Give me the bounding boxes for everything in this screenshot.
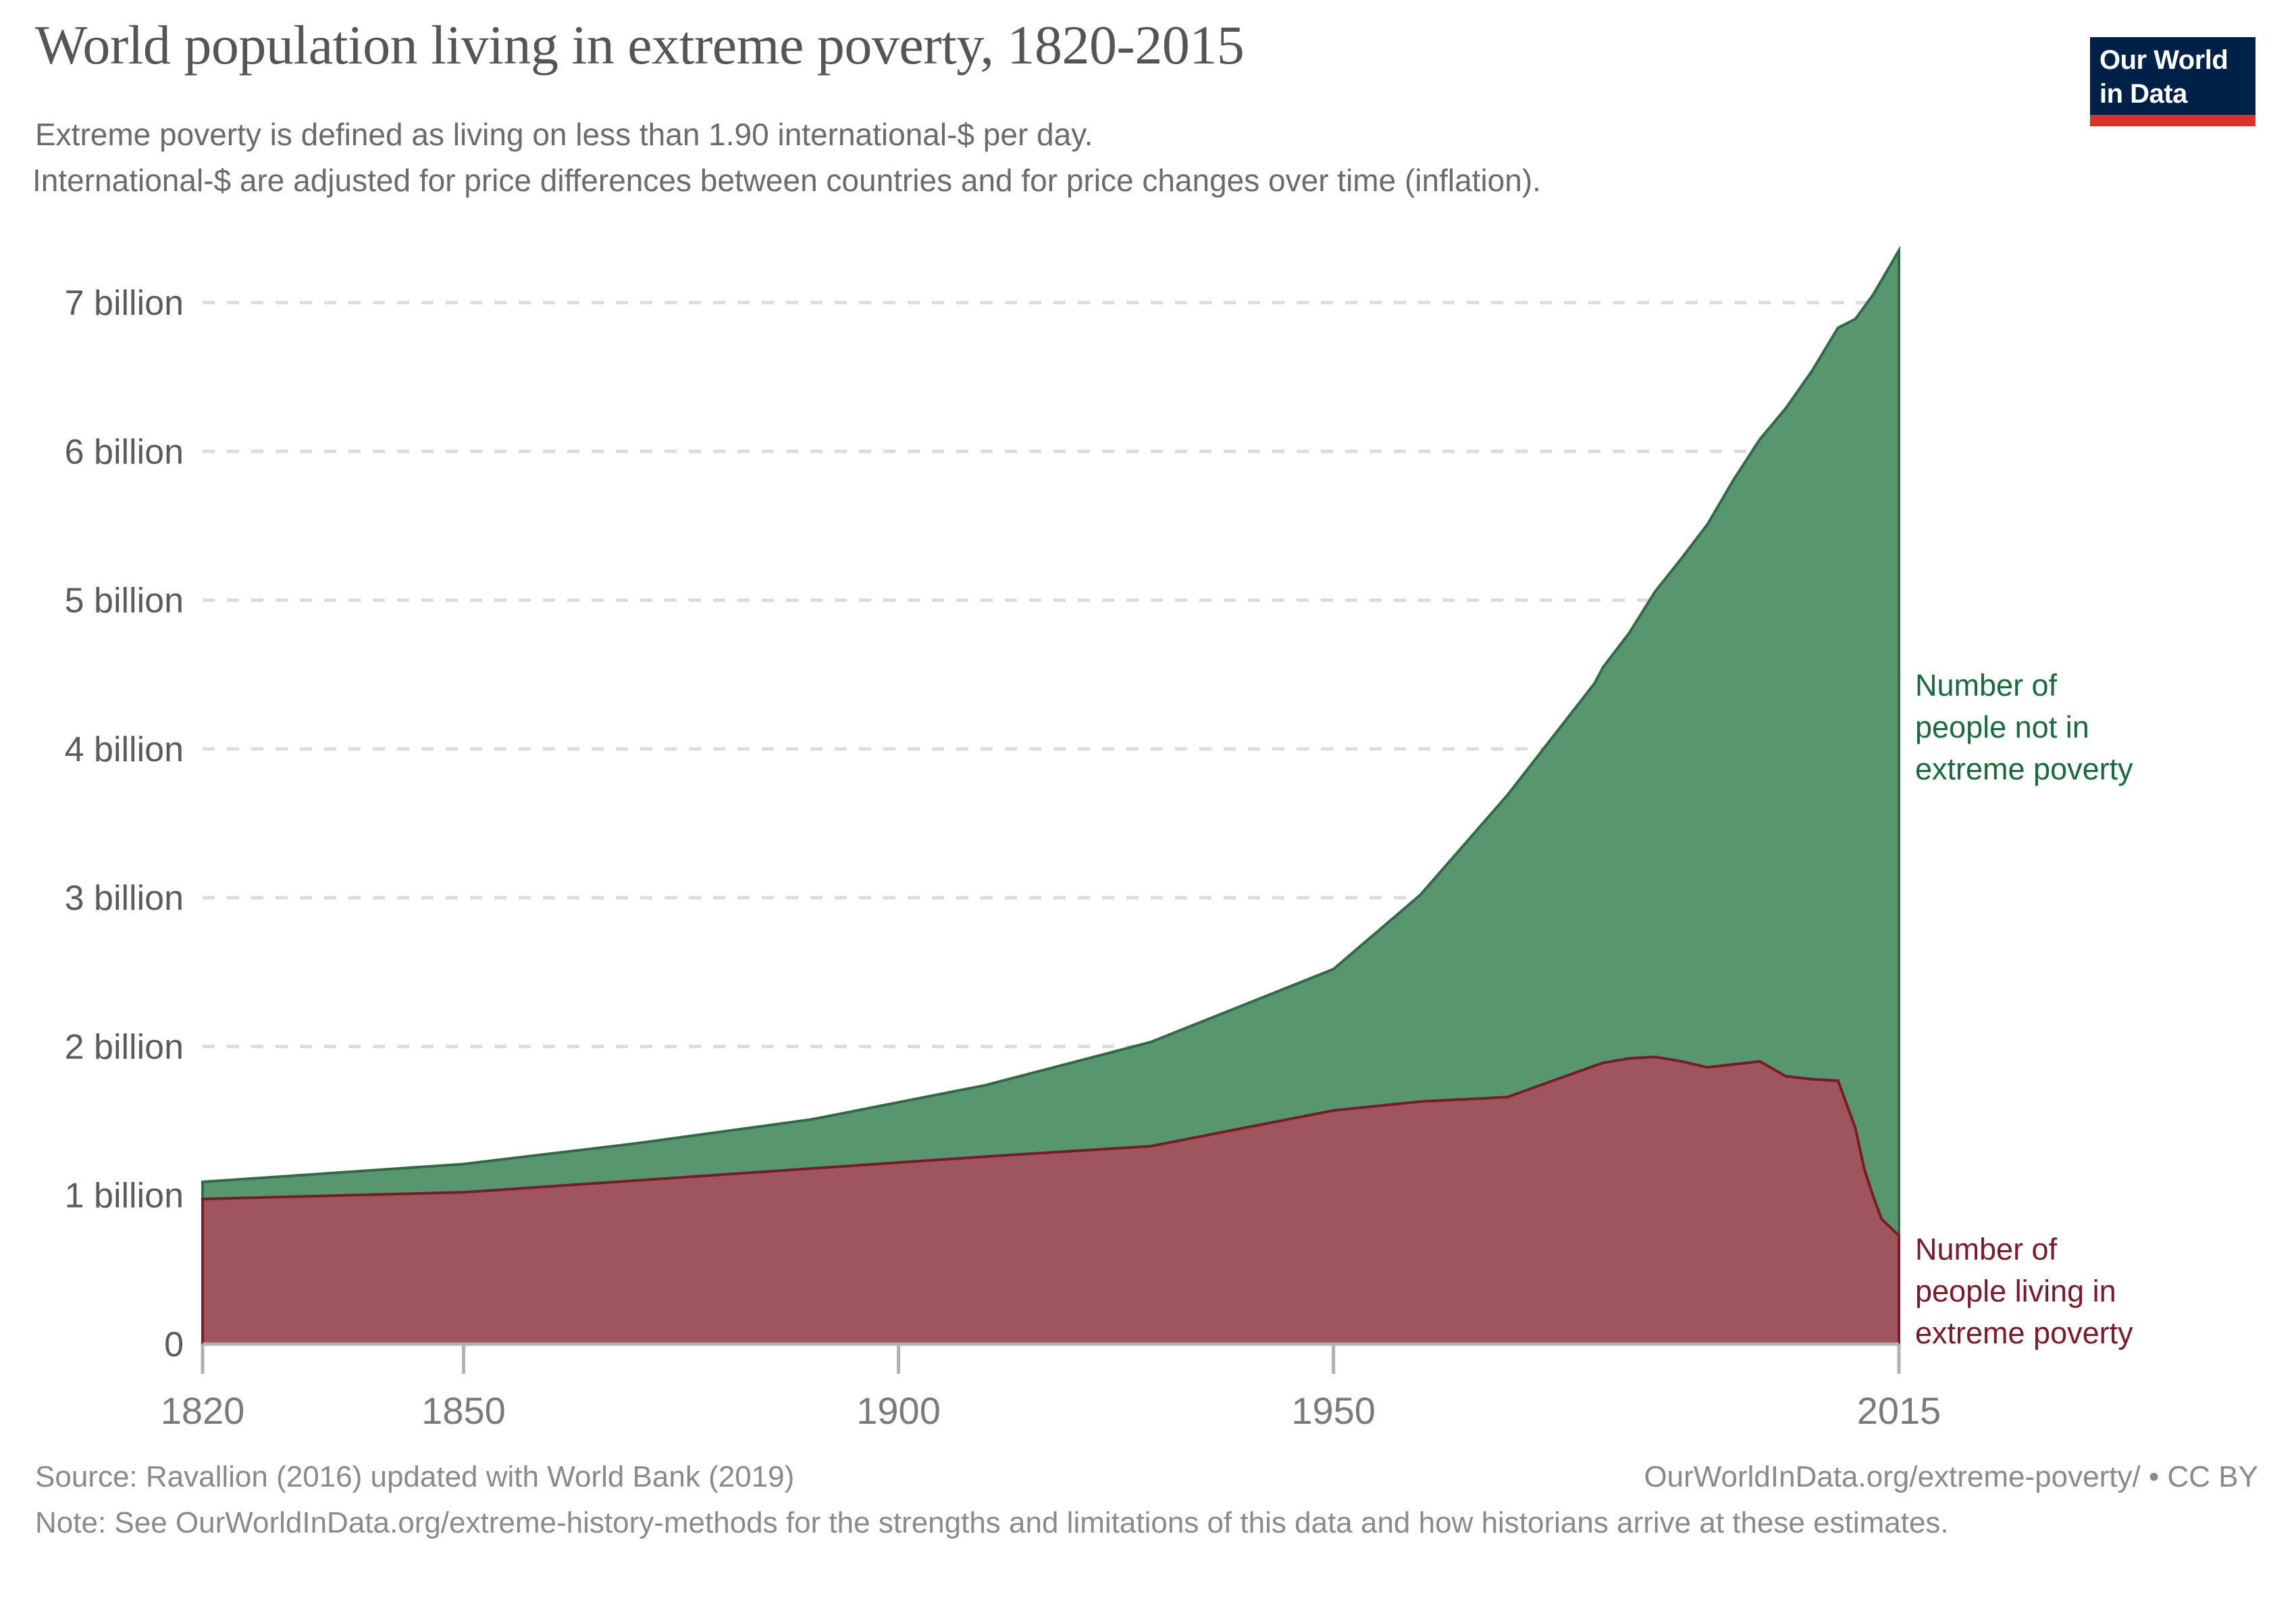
x-axis-tick-label: 2015 — [1857, 1389, 1941, 1432]
y-axis-tick-label: 1 billion — [65, 1177, 184, 1216]
x-axis-tick-label: 1950 — [1291, 1389, 1376, 1432]
chart-footer: Source: Ravallion (2016) updated with Wo… — [0, 1445, 2296, 1621]
area-series-group — [201, 245, 1900, 1345]
y-axis-ticks-group: 0 1 billion 2 billion 3 billion 4 billion 5 b… — [65, 284, 184, 1364]
series-label-line: extreme poverty — [1915, 1316, 2133, 1350]
series-label-line: people not in — [1915, 710, 2089, 744]
series-label-line: Number of — [1915, 668, 2058, 702]
series-label-line: people living in — [1915, 1274, 2116, 1308]
footer-source: Source: Ravallion (2016) updated with Wo… — [35, 1460, 795, 1493]
y-axis-tick-label: 4 billion — [65, 730, 184, 769]
area-in-extreme-poverty[interactable] — [201, 1055, 1900, 1345]
footer-note: Note: See OurWorldInData.org/extreme-his… — [35, 1506, 1949, 1539]
chart-subtitle-line-2: International-$ are adjusted for price d… — [32, 163, 1541, 198]
x-axis-tick-label: 1900 — [856, 1389, 941, 1432]
y-axis-tick-label: 0 — [164, 1325, 184, 1364]
x-axis-tick-label: 1850 — [421, 1389, 506, 1432]
chart-header: World population living in extreme pover… — [0, 0, 2296, 203]
y-axis-tick-label: 7 billion — [65, 284, 184, 323]
logo-red-bar — [2090, 115, 2255, 126]
series-labels-group: Number of people not in extreme poverty Num… — [1915, 668, 2133, 1350]
y-axis-tick-label: 6 billion — [65, 432, 184, 471]
x-axis-ticks-group: 1820 1850 1900 1950 2015 — [161, 1344, 1941, 1432]
y-axis-tick-label: 5 billion — [65, 582, 184, 621]
y-axis-tick-label: 3 billion — [65, 879, 184, 918]
x-axis-tick-label: 1820 — [161, 1389, 245, 1432]
logo-text: Our World in Data — [2099, 43, 2248, 111]
footer-url[interactable]: OurWorldInData.org/extreme-poverty/ • CC… — [1644, 1460, 2258, 1493]
chart-subtitle-line-1: Extreme poverty is defined as living on … — [35, 117, 1093, 152]
logo-line-2: in Data — [2099, 79, 2187, 109]
page-title: World population living in extreme pover… — [35, 14, 1245, 76]
series-label-line: Number of — [1915, 1232, 2058, 1266]
y-axis-tick-label: 2 billion — [65, 1027, 184, 1066]
logo-line-1: Our World — [2099, 45, 2228, 75]
our-world-in-data-logo[interactable]: Our World in Data — [2090, 37, 2255, 126]
series-label-line: extreme poverty — [1915, 752, 2133, 786]
